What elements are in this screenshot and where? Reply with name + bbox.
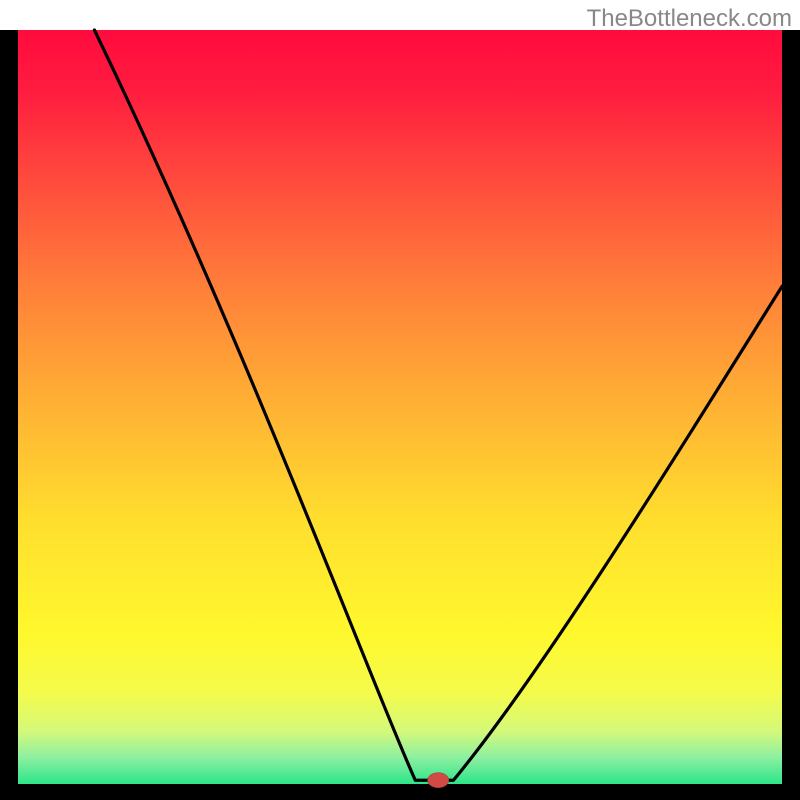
border-right [782, 30, 800, 800]
border-bottom [0, 784, 800, 800]
bottleneck-chart: TheBottleneck.com [0, 0, 800, 800]
border-left [0, 30, 18, 800]
plot-background [18, 30, 782, 784]
min-marker [428, 773, 449, 788]
watermark-text: TheBottleneck.com [587, 5, 792, 32]
